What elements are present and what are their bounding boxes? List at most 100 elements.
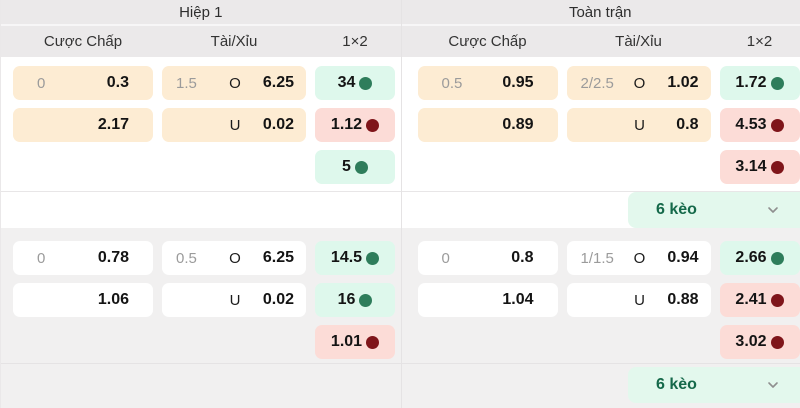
bookmaker-block-2: 0 0.78 0.5 O 6.25 14.5 0 <box>1 228 800 408</box>
spacer <box>162 150 306 184</box>
spacer <box>13 325 153 359</box>
column-header-row: Cược Chấp Tài/Xỉu 1×2 Cược Chấp Tài/Xỉu … <box>1 26 800 57</box>
first-half-odds: 0 0.78 0.5 O 6.25 14.5 <box>1 241 401 275</box>
first-half-odds: 2.17 U 0.02 1.12 <box>1 108 401 142</box>
one-x-two-cell[interactable]: 14.5 <box>315 241 395 275</box>
spacer <box>567 150 711 184</box>
trend-up-dot-icon <box>354 160 368 174</box>
column-header-over-under: Tài/Xỉu <box>210 33 258 50</box>
handicap-odds: 0.95 <box>502 74 534 91</box>
more-odds-count-label: 6 kèo <box>656 201 697 218</box>
odds-row: 5 3.14 <box>1 150 800 184</box>
expand-more-odds-button[interactable]: 6 kèo <box>628 367 800 403</box>
handicap-odds: 1.06 <box>97 291 129 308</box>
handicap-cell[interactable]: 0 0.8 <box>417 241 558 275</box>
full-match-odds: 0 0.8 1/1.5 O 0.94 2.66 <box>401 241 800 275</box>
column-header-1x2: 1×2 <box>342 33 368 50</box>
handicap-cell[interactable]: 0.5 0.95 <box>417 66 558 100</box>
handicap-cell[interactable]: 2.17 <box>13 108 153 142</box>
over-under-odds: 1.02 <box>667 74 699 91</box>
one-x-two-odds: 34 <box>337 74 356 91</box>
column-header-over-under: Tài/Xỉu <box>615 33 662 50</box>
trend-down-dot-icon <box>770 293 784 307</box>
more-odds-row: 6 kèo <box>1 363 800 403</box>
one-x-two-cell[interactable]: 34 <box>315 66 395 100</box>
one-x-two-odds: 3.02 <box>735 333 767 350</box>
trend-down-dot-icon <box>770 335 784 349</box>
one-x-two-odds: 4.53 <box>735 116 767 133</box>
odds-row: 1.06 U 0.02 16 1.04 <box>1 283 800 317</box>
expand-more-odds-button[interactable]: 6 kèo <box>628 192 800 228</box>
one-x-two-odds: 14.5 <box>330 249 363 266</box>
over-under-odds: 6.25 <box>262 249 294 266</box>
over-under-odds: 0.88 <box>667 291 699 308</box>
odds-row: 0 0.3 1.5 O 6.25 34 0.5 <box>1 66 800 100</box>
over-under-cell[interactable]: U 0.02 <box>162 108 306 142</box>
one-x-two-cell[interactable]: 4.53 <box>719 108 800 142</box>
over-under-letter: U <box>229 116 241 134</box>
handicap-line: 0.5 <box>441 74 463 92</box>
over-under-cell[interactable]: 0.5 O 6.25 <box>162 241 306 275</box>
one-x-two-cell[interactable]: 2.41 <box>719 283 800 317</box>
one-x-two-odds: 1.72 <box>735 74 767 91</box>
over-under-odds: 0.94 <box>667 249 699 266</box>
handicap-odds: 0.3 <box>106 74 129 91</box>
section-divider <box>401 0 402 408</box>
one-x-two-cell[interactable]: 1.01 <box>315 325 395 359</box>
full-match-odds: 1.04 U 0.88 2.41 <box>401 283 800 317</box>
handicap-line: 0 <box>37 74 46 92</box>
bookmaker-block-1: 0 0.3 1.5 O 6.25 34 0.5 <box>1 57 800 191</box>
over-under-cell[interactable]: U 0.02 <box>162 283 306 317</box>
column-header-handicap: Cược Chấp <box>448 33 527 50</box>
handicap-odds: 0.89 <box>502 116 534 133</box>
spacer <box>13 150 153 184</box>
one-x-two-cell[interactable]: 3.02 <box>719 325 800 359</box>
one-x-two-cell[interactable]: 1.12 <box>315 108 395 142</box>
over-under-odds: 0.8 <box>676 116 699 133</box>
first-half-odds: 5 <box>1 150 401 184</box>
handicap-cell[interactable]: 0.89 <box>417 108 558 142</box>
trend-down-dot-icon <box>366 118 380 132</box>
handicap-cell[interactable]: 0 0.78 <box>13 241 153 275</box>
one-x-two-cell[interactable]: 1.72 <box>719 66 800 100</box>
one-x-two-cell[interactable]: 3.14 <box>719 150 800 184</box>
handicap-cell[interactable]: 1.06 <box>13 283 153 317</box>
trend-up-dot-icon <box>359 293 373 307</box>
handicap-cell[interactable]: 1.04 <box>417 283 558 317</box>
over-under-line: 0.5 <box>176 249 197 267</box>
spacer <box>418 150 558 184</box>
over-under-odds: 0.02 <box>262 291 294 308</box>
handicap-line: 0 <box>37 249 46 267</box>
one-x-two-cell[interactable]: 5 <box>315 150 395 184</box>
over-under-letter: U <box>634 116 645 134</box>
one-x-two-cell[interactable]: 16 <box>315 283 395 317</box>
one-x-two-odds: 1.12 <box>330 116 363 133</box>
column-header-1x2: 1×2 <box>746 33 773 50</box>
trend-up-dot-icon <box>359 76 373 90</box>
over-under-letter: U <box>229 291 241 309</box>
full-match-odds: 3.14 <box>401 150 800 184</box>
over-under-letter: O <box>633 74 646 92</box>
over-under-cell[interactable]: 1/1.5 O 0.94 <box>566 241 711 275</box>
one-x-two-odds: 2.66 <box>735 249 767 266</box>
trend-down-dot-icon <box>770 118 784 132</box>
more-odds-row: 6 kèo <box>1 191 800 228</box>
over-under-cell[interactable]: U 0.88 <box>566 283 711 317</box>
one-x-two-cell[interactable]: 2.66 <box>719 241 800 275</box>
handicap-odds: 0.78 <box>97 249 129 266</box>
handicap-cell[interactable]: 0 0.3 <box>13 66 153 100</box>
odds-row: 1.01 3.02 <box>1 325 800 359</box>
more-odds-count-label: 6 kèo <box>656 376 697 393</box>
over-under-cell[interactable]: U 0.8 <box>566 108 711 142</box>
over-under-line: 1/1.5 <box>580 249 614 267</box>
spacer <box>162 325 306 359</box>
over-under-cell[interactable]: 2/2.5 O 1.02 <box>566 66 711 100</box>
over-under-cell[interactable]: 1.5 O 6.25 <box>162 66 306 100</box>
handicap-odds: 2.17 <box>97 116 129 133</box>
column-header-handicap: Cược Chấp <box>43 33 123 50</box>
spacer <box>418 325 558 359</box>
trend-up-dot-icon <box>770 251 784 265</box>
one-x-two-odds: 16 <box>337 291 356 308</box>
section-title-full-match: Toàn trận <box>568 3 632 21</box>
trend-up-dot-icon <box>366 251 380 265</box>
